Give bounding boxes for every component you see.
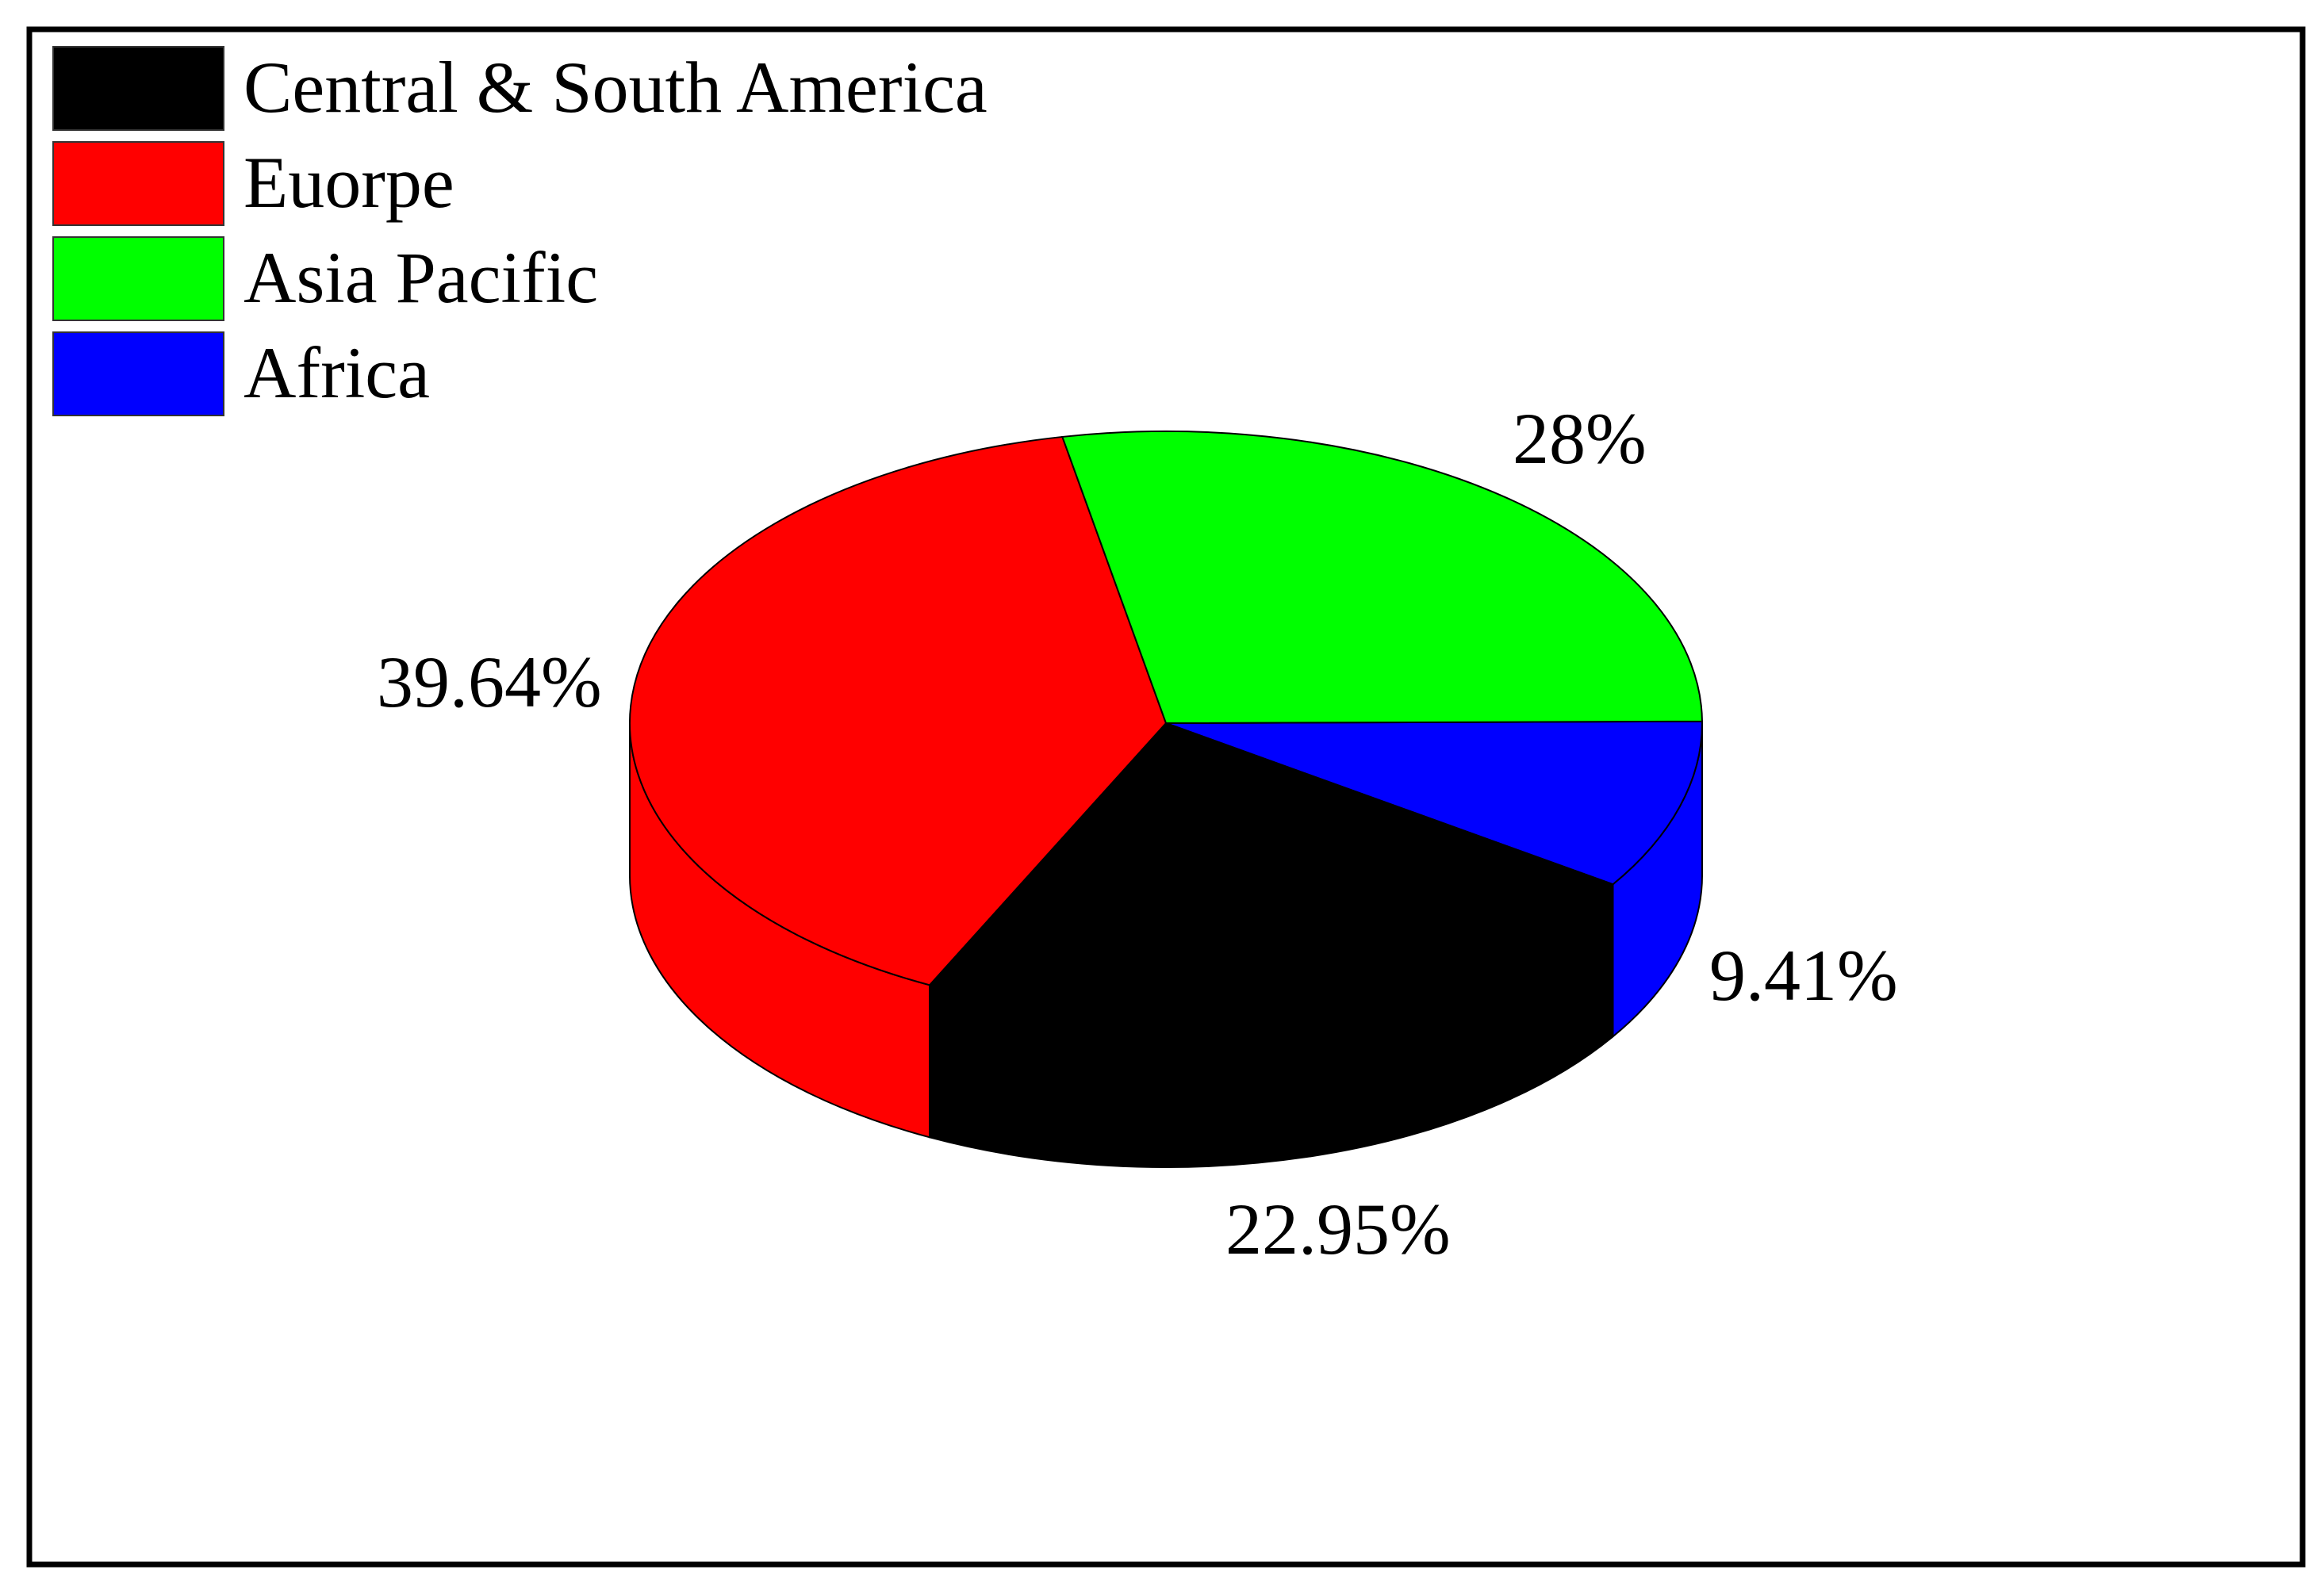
- pie-data-labels: 22.95% 39.64% 28% 9.41%: [377, 398, 1898, 1269]
- pie-slice-asia-pacific: [1060, 431, 1704, 725]
- legend-swatch-africa: [52, 331, 224, 416]
- pie-top: [628, 431, 1704, 1016]
- legend-swatch-euorpe: [52, 141, 224, 226]
- legend-swatch-asia-pacific: [52, 236, 224, 321]
- legend-swatch-central-south-america: [52, 46, 224, 131]
- legend-label-central-south-america: Central & South America: [244, 47, 988, 128]
- legend-label-euorpe: Euorpe: [244, 142, 454, 223]
- data-label-euorpe: 39.64%: [377, 641, 602, 722]
- legend-label-africa: Africa: [244, 332, 430, 413]
- pie-slice-euorpe: [628, 435, 1168, 986]
- data-label-central-south-america: 22.95%: [1225, 1189, 1451, 1269]
- legend-label-asia-pacific: Asia Pacific: [244, 237, 598, 318]
- pie-sides: [629, 722, 1703, 1168]
- legend: Central & South America Euorpe Asia Paci…: [52, 46, 988, 416]
- data-label-asia-pacific: 28%: [1513, 398, 1647, 479]
- data-label-africa: 9.41%: [1709, 935, 1898, 1016]
- pie-slice-africa: [1165, 720, 1703, 886]
